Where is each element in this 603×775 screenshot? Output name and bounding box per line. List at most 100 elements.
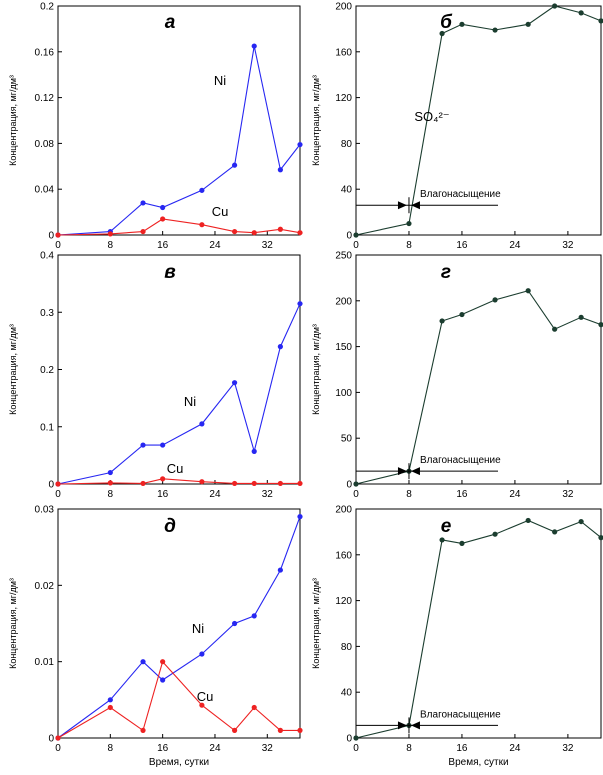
data-point [459,540,465,546]
data-point [598,535,603,541]
plot-frame [57,254,301,485]
panel-label: а [165,12,176,33]
y-tick-label: 200 [335,505,352,516]
x-tick-label: 24 [209,489,221,500]
data-point [199,651,205,657]
data-point [107,697,113,703]
data-point [107,704,113,711]
data-point [199,187,205,193]
y-tick-label: 0.03 [35,505,55,516]
data-point [525,288,531,294]
data-point [231,727,238,733]
data-point [598,322,603,328]
data-point [525,21,531,27]
y-tick-label: 120 [335,93,352,104]
series-label: Ni [184,394,196,409]
y-tick-label: 0.01 [35,657,55,668]
data-point [277,480,283,487]
x-tick-label: 24 [209,743,221,754]
y-tick-label: 200 [335,296,352,307]
y-axis-label: Концентрация, мг/дм³ [311,324,321,415]
data-point [459,311,465,318]
data-point [439,30,445,37]
series-label: Ni [192,621,204,636]
data-point [231,480,238,487]
annotation-text: Влагонасыщение [420,709,501,720]
annotation-arrow-right [410,467,420,476]
x-tick-label: 8 [108,240,114,251]
data-point [160,204,166,211]
data-point [231,620,238,627]
data-point [492,27,498,33]
x-tick-label: 24 [209,240,221,251]
data-point [598,18,603,24]
y-tick-label: 0 [48,231,54,242]
x-tick-label: 32 [562,489,574,500]
y-tick-label: 0 [346,480,352,491]
series-line-SO₄²⁻ [355,519,602,739]
series-label: Cu [212,204,229,219]
x-tick-label: 0 [353,743,359,754]
y-axis-label: Концентрация, мг/дм³ [8,578,18,669]
y-tick-label: 0.02 [35,581,55,592]
x-tick-label: 32 [262,489,274,500]
data-point [492,297,498,303]
data-point [297,141,303,148]
y-tick-label: 0 [48,480,54,491]
data-point [160,476,166,482]
data-point [140,442,146,448]
plot-frame [57,508,301,739]
x-tick-label: 0 [353,489,359,500]
y-tick-label: 80 [341,642,353,653]
data-point [231,380,238,386]
data-point [140,480,146,487]
y-tick-label: 0.2 [40,2,54,13]
series-line-SO₄²⁻ [355,5,602,236]
data-point [55,232,61,238]
annotation-text: Влагонасыщение [420,455,501,466]
plot-frame [355,508,602,739]
x-tick-label: 16 [157,743,169,754]
y-tick-label: 40 [341,688,353,699]
plot-frame [355,5,602,236]
data-point [353,735,359,741]
series-label: SO₄²⁻ [414,109,449,124]
y-tick-label: 200 [335,2,352,13]
data-point [297,301,303,307]
plot-frame [57,5,301,236]
data-point [439,318,445,324]
series-line-Cu [57,660,300,739]
panel-label: е [441,516,452,537]
x-tick-label: 24 [509,489,521,500]
x-tick-label: 8 [406,489,412,500]
data-point [578,518,584,525]
y-tick-label: 40 [341,185,353,196]
data-point [160,677,166,683]
data-point [231,162,238,168]
x-tick-label: 32 [562,743,574,754]
data-point [578,314,584,320]
x-tick-label: 0 [55,489,61,500]
y-axis-label: Концентрация, мг/дм³ [311,75,321,166]
data-point [140,727,146,733]
data-point [199,421,205,427]
data-point [353,232,359,238]
data-point [492,531,498,537]
series-label: Cu [167,461,184,476]
series-line-Cu [57,478,300,485]
y-tick-label: 0 [346,734,352,745]
data-point [406,220,412,227]
data-point [297,514,303,520]
data-point [55,735,61,741]
data-point [140,659,146,665]
x-tick-label: 8 [108,489,114,500]
series-line-Ni [57,303,301,485]
data-point [578,10,584,16]
y-tick-label: 120 [335,596,352,607]
x-tick-label: 0 [353,240,359,251]
x-tick-label: 16 [157,240,169,251]
y-tick-label: 0.3 [40,308,54,319]
x-tick-label: 16 [157,489,169,500]
chart-panel-b: 0 40 80 120 160 200 0 8 16 24 32 Концентрация, мг/д… [311,2,603,251]
